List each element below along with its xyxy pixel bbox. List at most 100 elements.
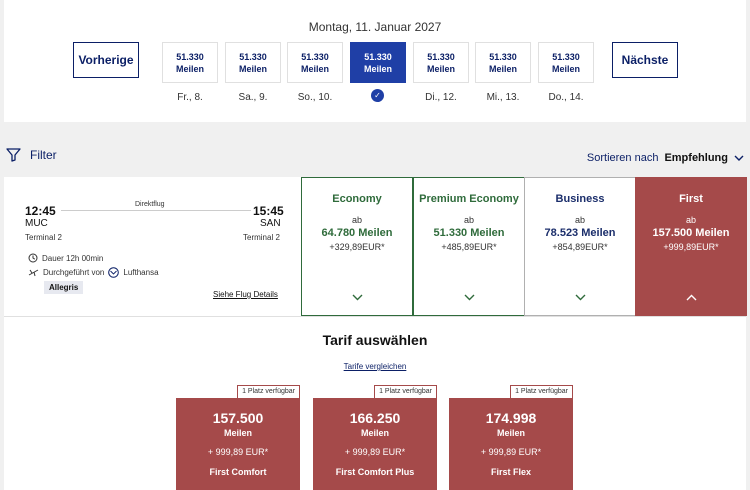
departure-airport: MUC (25, 218, 48, 229)
tariff-miles: 166.250 (349, 410, 401, 426)
tariff-card-first-comfort[interactable]: 1 Platz verfügbar 157.500 Meilen + 999,8… (176, 385, 300, 490)
cabin-name: Business (555, 193, 605, 205)
availability-badge: 1 Platz verfügbar (374, 385, 437, 399)
tariff-title: Tarif auswählen (322, 332, 428, 348)
day-miles: 51.330 (239, 51, 267, 62)
tariff-miles: 157.500 (212, 410, 264, 426)
lufthansa-logo-icon (108, 267, 120, 278)
day-label-so-10: So., 10. (297, 92, 333, 103)
cabin-name: First (679, 193, 703, 205)
sort-value: Empfehlung (664, 152, 728, 164)
day-unit: Meilen (551, 63, 580, 74)
day-unit: Meilen (488, 63, 517, 74)
operator-row: Durchgeführt von Lufthansa (28, 267, 159, 278)
tariff-unit: Meilen (223, 428, 252, 438)
chevron-up-icon (636, 293, 746, 304)
day-miles: 51.330 (489, 51, 517, 62)
chevron-down-icon (302, 293, 412, 304)
airplane-icon (28, 269, 39, 277)
cabin-economy[interactable]: Economy ab 64.780 Meilen +329,89EUR* (301, 177, 413, 316)
cabin-name: Economy (332, 193, 382, 205)
arrival-time: 15:45 (253, 204, 284, 218)
day-unit: Meilen (175, 63, 204, 74)
cabin-business[interactable]: Business ab 78.523 Meilen +854,89EUR* (524, 177, 636, 316)
airline-name: Lufthansa (123, 268, 159, 277)
tariff-name: First Flex (490, 467, 531, 477)
availability-badge: 1 Platz verfügbar (510, 385, 573, 399)
day-option-so-10[interactable]: 51.330 Meilen (287, 42, 343, 83)
check-circle-icon: ✓ (371, 89, 384, 102)
cabin-from-label: ab (351, 215, 362, 225)
arrival-airport: SAN (260, 218, 281, 229)
cabin-surcharge: +999,89EUR* (663, 242, 719, 252)
day-option-sa-9[interactable]: 51.330 Meilen (225, 42, 281, 83)
tariff-selection-panel: Tarif auswählen Tarife vergleichen 1 Pla… (4, 317, 746, 490)
chevron-down-icon (414, 293, 524, 304)
date-selector-panel: Montag, 11. Januar 2027 Vorherige 51.330… (4, 0, 746, 122)
day-unit: Meilen (363, 63, 392, 74)
day-label-fr-8: Fr., 8. (177, 92, 203, 103)
route-line (61, 210, 251, 211)
cabin-surcharge: +485,89EUR* (441, 242, 497, 252)
cabin-name: Premium Economy (419, 193, 519, 205)
cabin-from-label: ab (685, 215, 696, 225)
cabin-premium-economy[interactable]: Premium Economy ab 51.330 Meilen +485,89… (413, 177, 525, 316)
cabin-miles: 64.780 Meilen (321, 227, 393, 239)
tariff-unit: Meilen (496, 428, 525, 438)
day-option-selected[interactable]: 51.330 Meilen (350, 42, 406, 83)
cabin-from-label: ab (574, 215, 585, 225)
duration-text: Dauer 12h 00min (42, 253, 104, 263)
departure-time: 12:45 (25, 204, 56, 218)
day-unit: Meilen (426, 63, 455, 74)
tariff-surcharge: + 999,89 EUR* (344, 447, 406, 457)
flight-details-link[interactable]: Siehe Flug Details (213, 290, 278, 299)
departure-terminal: Terminal 2 (25, 233, 62, 242)
compare-tariffs-link: Tarife vergleichen (4, 362, 746, 371)
cabin-surcharge: +329,89EUR* (329, 242, 385, 252)
day-label-do-14: Do., 14. (548, 92, 584, 103)
day-label-sa-9: Sa., 9. (238, 92, 268, 103)
tariff-card-first-flex[interactable]: 1 Platz verfügbar 174.998 Meilen + 999,8… (449, 385, 573, 490)
tariff-card-first-comfort-plus[interactable]: 1 Platz verfügbar 166.250 Meilen + 999,8… (313, 385, 437, 490)
day-unit: Meilen (238, 63, 267, 74)
cabin-miles: 51.330 Meilen (433, 227, 505, 239)
day-miles: 51.330 (176, 51, 204, 62)
funnel-icon (6, 148, 21, 162)
day-unit: Meilen (300, 63, 329, 74)
filter-label: Filter (30, 148, 57, 162)
day-label-mi-13: Mi., 13. (486, 92, 520, 103)
day-miles: 51.330 (364, 51, 392, 62)
day-label-di-12: Di., 12. (425, 92, 457, 103)
chevron-down-icon (525, 293, 635, 304)
chevron-down-icon (734, 155, 744, 161)
cabin-first[interactable]: First ab 157.500 Meilen +999,89EUR* (635, 177, 747, 316)
tariff-name: First Comfort (209, 467, 267, 477)
sort-dropdown[interactable]: Sortieren nach Empfehlung (587, 152, 744, 164)
day-option-do-14[interactable]: 51.330 Meilen (538, 42, 594, 83)
cabin-from-label: ab (463, 215, 474, 225)
day-miles: 51.330 (552, 51, 580, 62)
arrival-terminal: Terminal 2 (243, 233, 280, 242)
tariff-miles: 174.998 (485, 410, 537, 426)
filter-button[interactable]: Filter (6, 148, 57, 162)
cabin-surcharge: +854,89EUR* (552, 242, 608, 252)
day-option-mi-13[interactable]: 51.330 Meilen (475, 42, 531, 83)
availability-badge: 1 Platz verfügbar (237, 385, 300, 399)
cabin-miles: 157.500 Meilen (652, 227, 730, 239)
day-option-di-12[interactable]: 51.330 Meilen (413, 42, 469, 83)
cabin-miles: 78.523 Meilen (544, 227, 616, 239)
flight-type: Direktflug (135, 201, 165, 208)
allegris-tag: Allegris (44, 281, 84, 294)
tariff-surcharge: + 999,89 EUR* (480, 447, 542, 457)
previous-day-button[interactable]: Vorherige (73, 42, 139, 78)
filter-sort-bar: Filter Sortieren nach Empfehlung (0, 146, 750, 170)
next-day-button[interactable]: Nächste (612, 42, 678, 78)
day-option-fr-8[interactable]: 51.330 Meilen (162, 42, 218, 83)
tariff-name: First Comfort Plus (335, 467, 415, 477)
selected-date-title: Montag, 11. Januar 2027 (308, 20, 442, 34)
compare-tariffs-link-text[interactable]: Tarife vergleichen (343, 362, 407, 371)
day-miles: 51.330 (427, 51, 455, 62)
day-miles: 51.330 (301, 51, 329, 62)
tariff-unit: Meilen (360, 428, 389, 438)
flight-row: 12:45 MUC Terminal 2 Direktflug 15:45 SA… (4, 177, 747, 317)
